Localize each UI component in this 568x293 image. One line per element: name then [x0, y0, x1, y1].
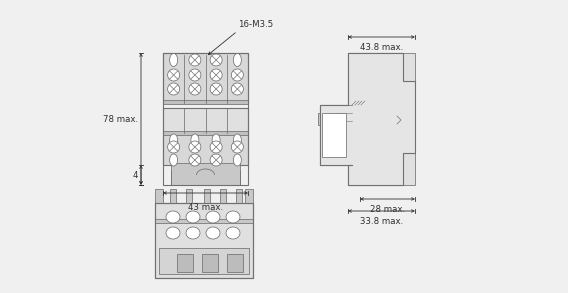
Circle shape	[210, 69, 222, 81]
Bar	[403, 53, 415, 81]
Text: 28 max.: 28 max.	[370, 205, 405, 214]
Ellipse shape	[212, 134, 220, 146]
Circle shape	[168, 69, 179, 81]
Bar	[403, 153, 415, 185]
Bar	[322, 113, 346, 157]
Ellipse shape	[166, 211, 180, 223]
Circle shape	[231, 83, 243, 95]
Circle shape	[231, 141, 243, 153]
Bar	[236, 189, 242, 203]
Circle shape	[189, 54, 201, 66]
Bar	[155, 189, 163, 203]
Bar	[163, 53, 248, 103]
Circle shape	[189, 69, 201, 81]
Bar	[163, 108, 248, 133]
Text: 43 max.: 43 max.	[188, 203, 223, 212]
Bar	[186, 189, 192, 203]
Bar	[177, 254, 193, 272]
Bar	[320, 105, 352, 165]
Circle shape	[189, 154, 201, 166]
Bar	[348, 53, 403, 185]
Ellipse shape	[170, 134, 178, 146]
Bar	[227, 254, 243, 272]
Bar	[318, 113, 326, 125]
Circle shape	[210, 54, 222, 66]
Ellipse shape	[233, 154, 241, 166]
Bar	[348, 53, 368, 73]
Bar	[204, 189, 210, 203]
Bar	[220, 189, 226, 203]
Bar	[155, 203, 253, 278]
Ellipse shape	[186, 227, 200, 239]
Ellipse shape	[170, 154, 178, 166]
Ellipse shape	[166, 227, 180, 239]
Bar	[163, 131, 248, 135]
Bar	[322, 110, 336, 160]
Bar	[155, 203, 253, 278]
Bar	[399, 57, 403, 75]
Bar	[202, 254, 218, 272]
Ellipse shape	[186, 211, 200, 223]
Bar	[170, 189, 176, 203]
Circle shape	[231, 69, 243, 81]
Ellipse shape	[226, 211, 240, 223]
Text: 4: 4	[132, 171, 138, 180]
Circle shape	[210, 141, 222, 153]
Circle shape	[168, 141, 179, 153]
Ellipse shape	[170, 54, 178, 67]
Circle shape	[168, 83, 179, 95]
Polygon shape	[320, 53, 415, 185]
Bar	[171, 163, 240, 185]
Bar	[336, 110, 348, 160]
Bar	[245, 189, 253, 203]
Bar	[159, 248, 249, 274]
Circle shape	[189, 83, 201, 95]
Bar	[348, 165, 368, 185]
Ellipse shape	[226, 227, 240, 239]
Ellipse shape	[206, 211, 220, 223]
Ellipse shape	[191, 134, 199, 146]
Text: 16-M3.5: 16-M3.5	[239, 20, 274, 29]
Ellipse shape	[206, 227, 220, 239]
Circle shape	[210, 83, 222, 95]
Text: 33.8 max.: 33.8 max.	[360, 217, 403, 226]
Bar	[163, 133, 248, 165]
Bar	[163, 53, 248, 185]
Text: 78 max.: 78 max.	[103, 115, 138, 124]
Circle shape	[189, 141, 201, 153]
Bar	[155, 219, 253, 223]
Text: 43.8 max.: 43.8 max.	[360, 43, 403, 52]
Ellipse shape	[233, 134, 241, 146]
Bar	[163, 100, 248, 104]
Circle shape	[210, 154, 222, 166]
Ellipse shape	[233, 54, 241, 67]
